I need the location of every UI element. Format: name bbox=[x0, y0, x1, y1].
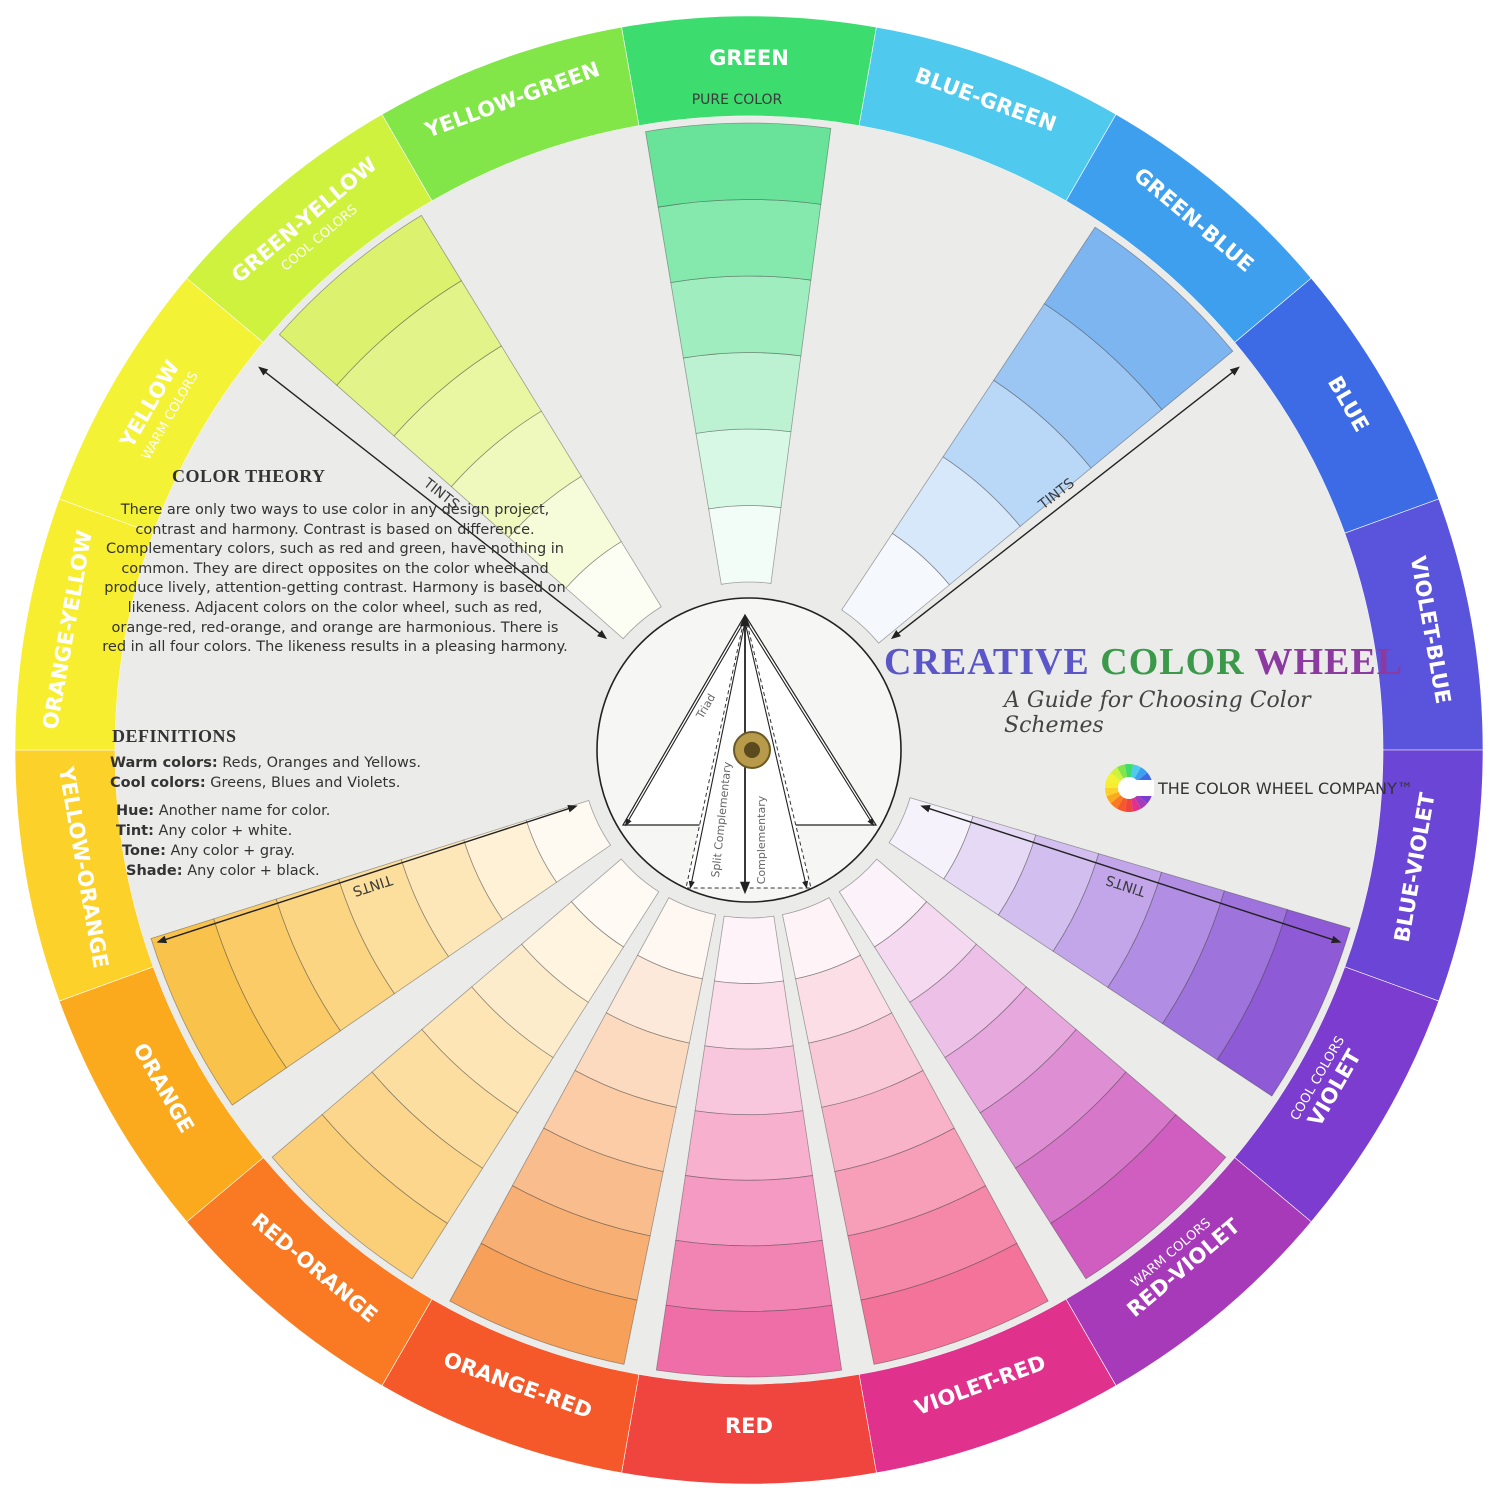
tint-swatch-pink-1 bbox=[714, 915, 784, 984]
tint-swatch-green-3 bbox=[682, 352, 802, 434]
def-warm: Warm colors: Reds, Oranges and Yellows. bbox=[110, 755, 422, 771]
tint-swatch-pink-7 bbox=[655, 1304, 843, 1378]
tint-swatch-pink-5 bbox=[675, 1175, 823, 1247]
definitions-title: DEFINITIONS bbox=[112, 726, 237, 746]
logo-segment bbox=[1106, 772, 1121, 785]
tint-swatch-violet-7 bbox=[1216, 908, 1351, 1097]
tint-swatch-green-6 bbox=[645, 122, 832, 208]
tint-swatch-magenta-6 bbox=[1014, 1071, 1177, 1225]
definitions-section: DEFINITIONS Warm colors: Reds, Oranges a… bbox=[110, 726, 421, 881]
tint-swatch-magenta-7 bbox=[1050, 1114, 1227, 1280]
def-shade: Shade: Any color + black. bbox=[126, 863, 320, 879]
tint-swatch-magenta-1 bbox=[838, 858, 928, 948]
tint-swatch-yellow-green-6 bbox=[278, 214, 462, 386]
def-hue: Hue: Another name for color. bbox=[116, 803, 331, 819]
logo-segment bbox=[1134, 795, 1148, 809]
tint-swatch-peach-6 bbox=[480, 1185, 651, 1301]
tints-arrow-upper-right bbox=[890, 366, 1240, 640]
dial-pointer-3 bbox=[744, 619, 875, 827]
tint-swatch-pink-2 bbox=[704, 980, 794, 1050]
brand-subtitle: A Guide for Choosing Color Schemes bbox=[1004, 688, 1311, 738]
brand-title: CREATIVE COLOR WHEEL bbox=[884, 641, 1404, 683]
ring-label-green: GREEN bbox=[709, 46, 789, 70]
tint-swatch-green-5 bbox=[657, 199, 822, 283]
ring-segment-green bbox=[621, 15, 877, 126]
tint-swatch-light-orange-1 bbox=[570, 858, 660, 948]
logo-segment bbox=[1130, 764, 1141, 779]
tint-swatch-light-orange-5 bbox=[371, 1028, 519, 1169]
tint-swatch-light-orange-6 bbox=[321, 1071, 484, 1225]
tint-swatch-rose-7 bbox=[860, 1242, 1049, 1365]
ring-label-red: RED bbox=[725, 1414, 773, 1438]
tints-arrow-lower-right bbox=[920, 804, 1342, 944]
tint-swatch-light-orange-3 bbox=[471, 943, 589, 1059]
tint-swatch-magenta-3 bbox=[909, 943, 1027, 1059]
rivet-hole bbox=[744, 742, 760, 758]
tint-swatch-rose-2 bbox=[795, 954, 893, 1044]
dial-pointer-4 bbox=[688, 621, 746, 889]
tint-swatch-light-orange-7 bbox=[271, 1114, 448, 1280]
tint-swatch-pink-3 bbox=[694, 1045, 804, 1116]
logo-segment bbox=[1124, 798, 1134, 812]
dial-pointer-5 bbox=[744, 621, 809, 889]
company-logo-icon bbox=[1105, 764, 1154, 812]
tints-arrow-upper-left bbox=[258, 366, 608, 640]
tint-swatch-peach-7 bbox=[449, 1242, 638, 1365]
tint-swatch-rose-5 bbox=[834, 1127, 987, 1237]
company-name: THE COLOR WHEEL COMPANY™ bbox=[1158, 778, 1413, 798]
color-theory-section: COLOR THEORY There are only two ways to … bbox=[100, 466, 570, 658]
logo-segment bbox=[1106, 791, 1121, 804]
def-tint: Tint: Any color + white. bbox=[116, 823, 293, 839]
logo-segment bbox=[1124, 764, 1134, 778]
dial-pointer-2 bbox=[625, 619, 746, 827]
logo-segment bbox=[1130, 797, 1141, 812]
dial-label-complementary: Complementary bbox=[755, 795, 768, 884]
logo-segment bbox=[1110, 795, 1124, 809]
company-logo: THE COLOR WHEEL COMPANY™ bbox=[1104, 758, 1413, 818]
tint-swatch-green-1 bbox=[708, 505, 782, 585]
logo-segment bbox=[1134, 767, 1148, 781]
tint-swatch-green-4 bbox=[670, 275, 812, 359]
def-tone: Tone: Any color + gray. bbox=[122, 843, 296, 859]
pure-color-label: PURE COLOR bbox=[692, 92, 783, 108]
tint-swatch-pink-6 bbox=[665, 1239, 833, 1312]
tint-swatch-peach-4 bbox=[543, 1069, 677, 1173]
tint-swatch-rose-3 bbox=[808, 1012, 924, 1108]
color-theory-title: COLOR THEORY bbox=[172, 466, 326, 486]
brand-block: CREATIVE COLOR WHEEL A Guide for Choosin… bbox=[884, 640, 1404, 738]
logo-segment bbox=[1105, 788, 1119, 797]
tint-swatch-magenta-4 bbox=[944, 986, 1077, 1114]
logo-segment bbox=[1105, 779, 1119, 788]
color-theory-text: There are only two ways to use color in … bbox=[102, 502, 568, 656]
tint-swatch-peach-5 bbox=[511, 1127, 664, 1237]
tint-swatch-rose-4 bbox=[821, 1069, 955, 1173]
tint-swatch-light-orange-4 bbox=[421, 986, 554, 1114]
tint-swatch-peach-2 bbox=[605, 954, 703, 1044]
tint-swatch-peach-1 bbox=[637, 897, 716, 980]
logo-segment bbox=[1110, 767, 1124, 781]
tint-swatch-green-2 bbox=[695, 428, 792, 510]
tint-swatch-rose-1 bbox=[782, 897, 861, 980]
tint-swatch-peach-3 bbox=[574, 1012, 690, 1108]
logo-segment bbox=[1117, 797, 1128, 812]
logo-segment bbox=[1117, 764, 1128, 779]
tint-swatch-rose-6 bbox=[847, 1185, 1018, 1301]
def-cool: Cool colors: Greens, Blues and Violets. bbox=[110, 775, 401, 791]
tints-arrow-lower-left bbox=[156, 804, 578, 944]
tint-swatch-magenta-5 bbox=[979, 1028, 1127, 1169]
tint-swatch-pink-4 bbox=[684, 1110, 814, 1181]
